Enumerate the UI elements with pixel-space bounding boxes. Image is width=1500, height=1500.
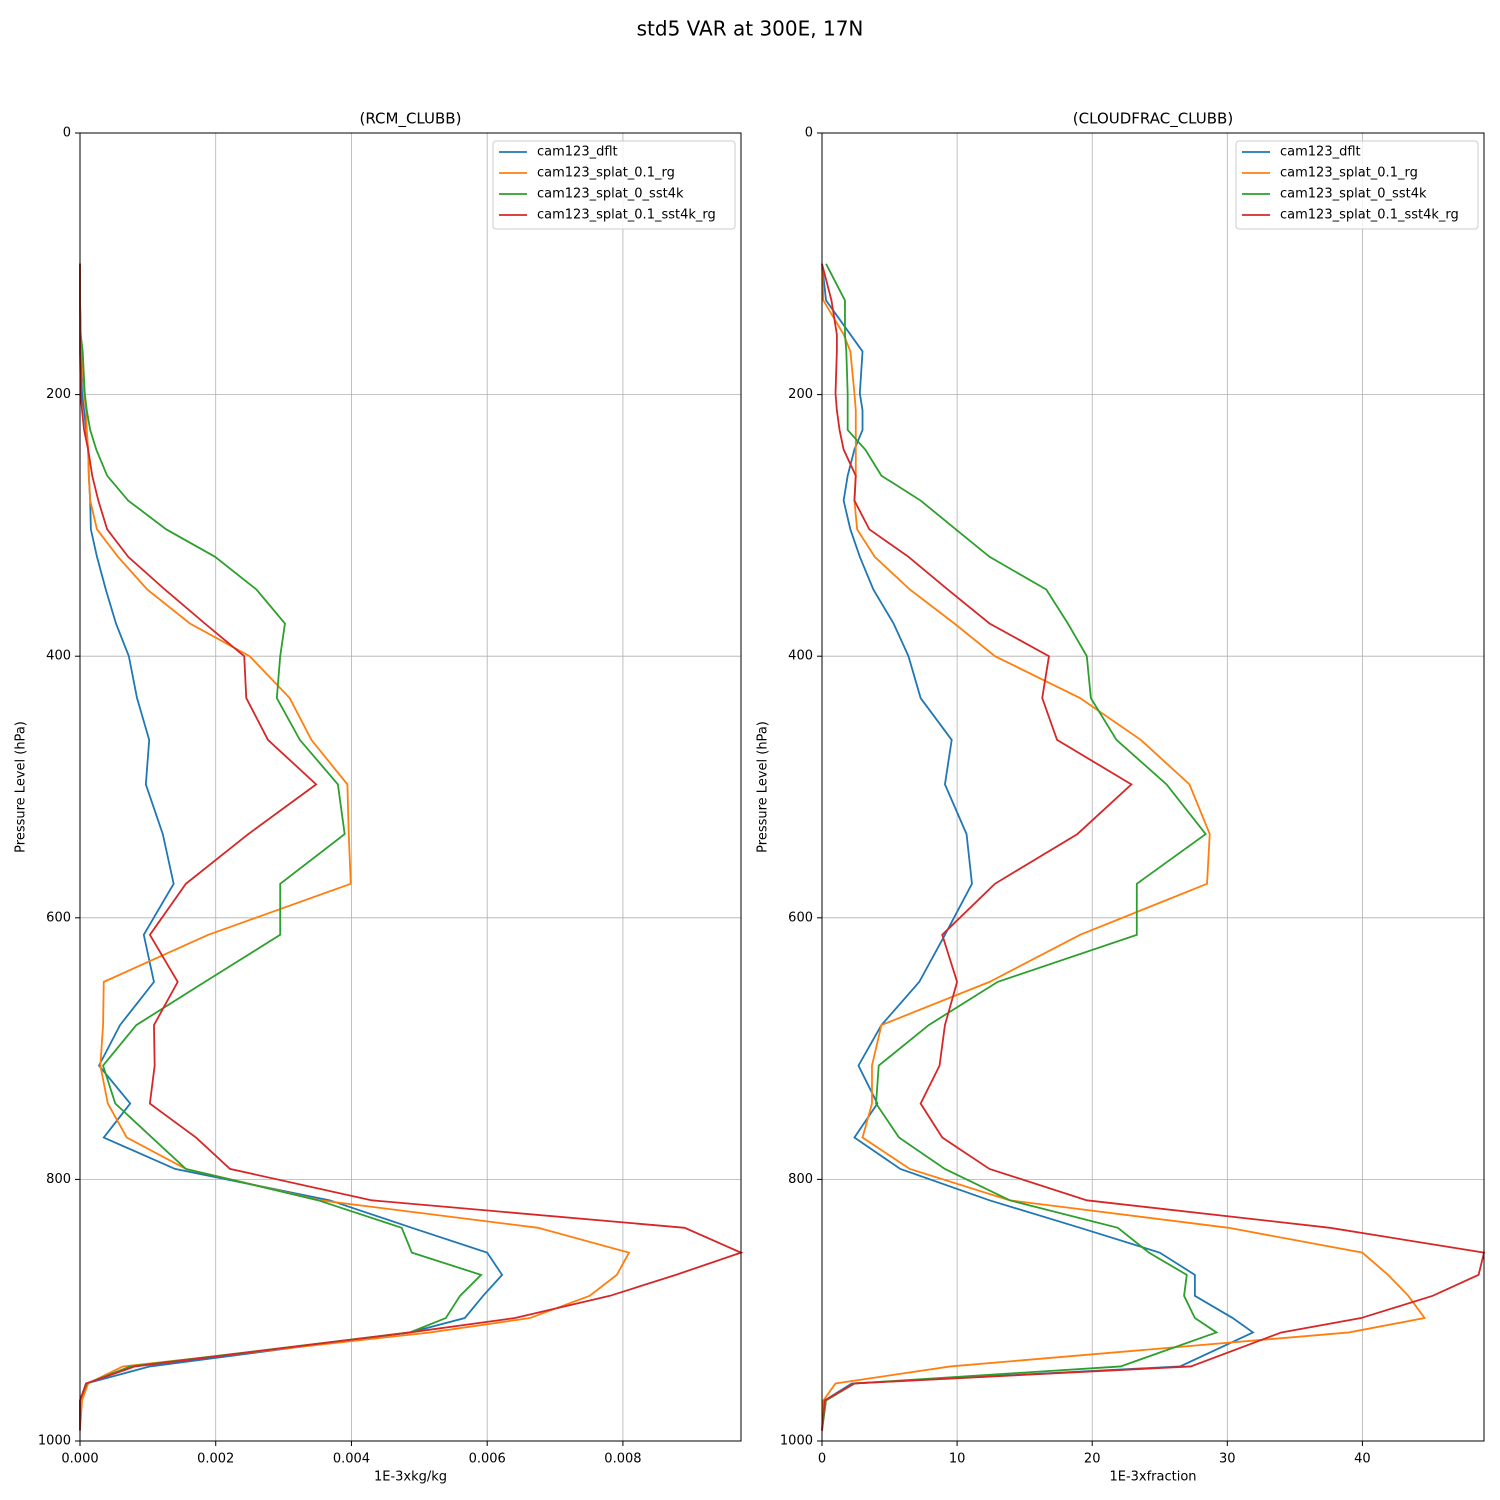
- y-tick-label: 600: [788, 910, 813, 925]
- x-axis-label: 1E-3xfraction: [1109, 1470, 1196, 1485]
- legend-label: cam123_splat_0.1_sst4k_rg: [537, 208, 716, 223]
- y-tick-label: 800: [46, 1172, 71, 1187]
- y-tick-label: 400: [788, 649, 813, 664]
- y-tick-label: 600: [46, 910, 71, 925]
- legend-label: cam123_splat_0_sst4k: [537, 187, 684, 202]
- legend-label: cam123_splat_0_sst4k: [1280, 187, 1427, 202]
- x-tick-label: 40: [1354, 1452, 1371, 1467]
- axes-frame: [79, 132, 742, 1442]
- x-tick-label: 0.008: [604, 1452, 641, 1467]
- legend-label: cam123_dflt: [1280, 145, 1361, 160]
- subplot-title: (RCM_CLUBB): [360, 110, 462, 129]
- y-tick-label: 200: [788, 387, 813, 402]
- x-tick-label: 10: [949, 1452, 966, 1467]
- x-tick-label: 0.006: [469, 1452, 506, 1467]
- legend-label: cam123_splat_0.1_rg: [1280, 166, 1418, 181]
- y-tick-label: 200: [46, 387, 71, 402]
- legend-box: [1235, 140, 1479, 230]
- y-tick-label: 1000: [38, 1434, 71, 1449]
- y-axis-label: Pressure Level (hPa): [14, 721, 29, 853]
- data-line: [821, 263, 1427, 1431]
- data-line: [79, 263, 504, 1431]
- data-line: [821, 263, 1486, 1431]
- x-tick-label: 0.002: [197, 1452, 234, 1467]
- y-tick-label: 1000: [780, 1434, 813, 1449]
- x-axis-label: 1E-3xkg/kg: [374, 1470, 447, 1485]
- y-tick-label: 800: [788, 1172, 813, 1187]
- data-line: [79, 263, 744, 1431]
- figure-title: std5 VAR at 300E, 17N: [637, 17, 864, 41]
- axes-frame: [821, 132, 1485, 1442]
- y-tick-label: 0: [63, 126, 71, 141]
- y-tick-label: 0: [805, 126, 813, 141]
- x-tick-label: 30: [1219, 1452, 1236, 1467]
- x-tick-label: 0.004: [333, 1452, 370, 1467]
- legend-label: cam123_dflt: [537, 145, 618, 160]
- data-line: [79, 263, 631, 1431]
- x-tick-label: 0.000: [61, 1452, 98, 1467]
- y-axis-label: Pressure Level (hPa): [756, 721, 771, 853]
- data-line: [821, 263, 1219, 1431]
- legend-label: cam123_splat_0.1_rg: [537, 166, 675, 181]
- subplot-title: (CLOUDFRAC_CLUBB): [1073, 110, 1233, 129]
- subplot: 0.000 0.002 0.004 0.006 0.008 0 200 400 600 800 10…: [14, 110, 744, 1485]
- data-line: [821, 263, 1255, 1431]
- legend: cam123_dflt cam123_splat_0.1_rg cam123_spl…: [492, 140, 736, 230]
- x-tick-label: 0: [818, 1452, 826, 1467]
- legend-label: cam123_splat_0.1_sst4k_rg: [1280, 208, 1459, 223]
- legend: cam123_dflt cam123_splat_0.1_rg cam123_spl…: [1235, 140, 1479, 230]
- x-tick-label: 20: [1084, 1452, 1101, 1467]
- subplot: 0 10 20 30 4002004006008001000(CLOUDFRAC_CLU…: [756, 110, 1486, 1485]
- legend-box: [492, 140, 736, 230]
- y-tick-label: 400: [46, 649, 71, 664]
- data-line: [79, 263, 483, 1431]
